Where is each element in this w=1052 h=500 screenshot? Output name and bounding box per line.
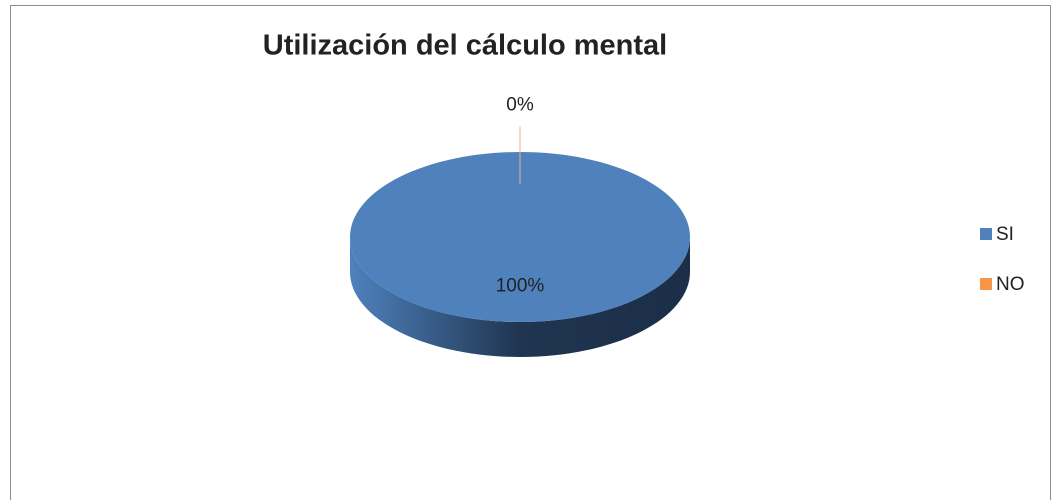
legend-label: NO — [996, 274, 1025, 295]
legend-swatch — [980, 228, 992, 240]
data-label: 0% — [506, 94, 534, 115]
pie-slice — [350, 152, 690, 322]
legend-swatch — [980, 278, 992, 290]
chart-title: Utilización del cálculo mental — [263, 30, 668, 62]
data-label: 100% — [496, 275, 545, 296]
pie-side — [350, 237, 690, 357]
legend-label: SI — [996, 224, 1014, 245]
